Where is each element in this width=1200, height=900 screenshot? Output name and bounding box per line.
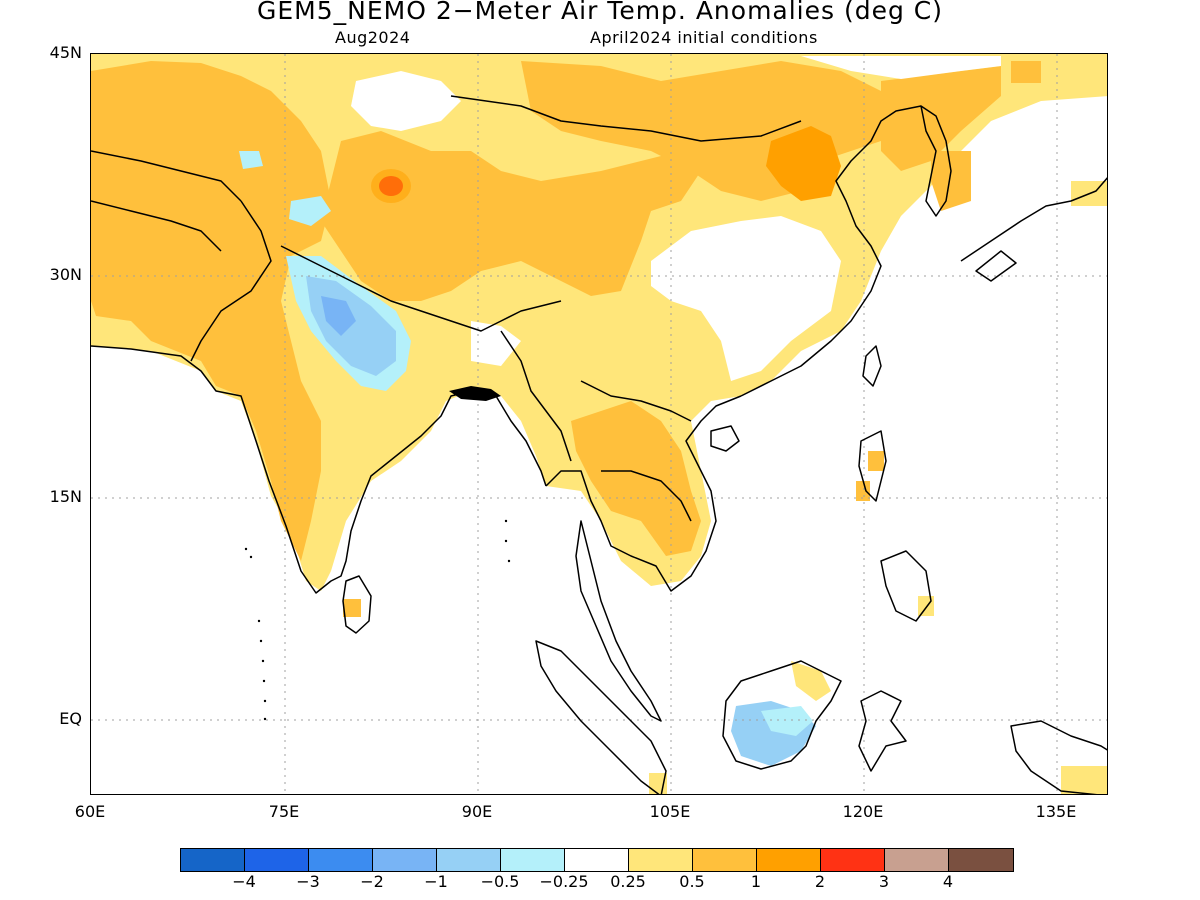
anomaly-patch-newguinea bbox=[1061, 766, 1107, 794]
anomaly-region-dark-orange bbox=[766, 126, 841, 201]
anomaly-region-white-northeast bbox=[801, 56, 1001, 79]
colorbar-label: −0.25 bbox=[539, 872, 589, 891]
colorbar-cell bbox=[757, 849, 821, 871]
lat-label-15n: 15N bbox=[49, 487, 82, 506]
colorbar-cell bbox=[501, 849, 565, 871]
colorbar-label: 4 bbox=[942, 872, 954, 891]
anomaly-region-white-central bbox=[351, 71, 461, 131]
coast-borneo bbox=[722, 660, 842, 770]
colorbar bbox=[180, 848, 1014, 872]
anomaly-map bbox=[90, 53, 1108, 795]
coast-malay bbox=[575, 520, 662, 722]
anomaly-region-light-blue-pamir bbox=[239, 151, 263, 169]
coast-korea bbox=[920, 105, 952, 217]
coast-sumatra bbox=[535, 640, 667, 794]
anomaly-patch-mindanao bbox=[918, 596, 934, 616]
lon-label-120e: 120E bbox=[842, 802, 884, 821]
anomaly-region-blue-india bbox=[321, 296, 356, 336]
colorbar-label: 0.25 bbox=[610, 872, 646, 891]
colorbar-label: 1 bbox=[750, 872, 762, 891]
border-central-asia bbox=[91, 150, 242, 202]
colorbar-cell bbox=[245, 849, 309, 871]
colorbar-label: −3 bbox=[296, 872, 320, 891]
colorbar-label: 3 bbox=[878, 872, 890, 891]
coast-japan-2 bbox=[975, 250, 1017, 282]
colorbar-label: 2 bbox=[814, 872, 826, 891]
lon-label-105e: 105E bbox=[649, 802, 691, 821]
coast-china bbox=[740, 105, 922, 397]
anomaly-region-white-china bbox=[651, 216, 841, 381]
anomaly-map-svg bbox=[91, 54, 1107, 794]
anomaly-patch-philippines-1 bbox=[868, 451, 884, 471]
lon-label-90e: 90E bbox=[461, 802, 493, 821]
coast-hainan bbox=[710, 425, 740, 452]
delta-bangladesh bbox=[449, 386, 501, 401]
anomaly-region-orange-east bbox=[881, 66, 1001, 171]
lon-label-75e: 75E bbox=[268, 802, 300, 821]
border-china-mongolia bbox=[450, 95, 802, 142]
colorbar-cell bbox=[373, 849, 437, 871]
colorbar-cell bbox=[885, 849, 949, 871]
anomaly-region-orange-tibet bbox=[321, 131, 701, 301]
coast-japan bbox=[960, 177, 1107, 262]
colorbar-cell bbox=[821, 849, 885, 871]
colorbar-cell bbox=[949, 849, 1013, 871]
colorbar-label: −1 bbox=[424, 872, 448, 891]
colorbar-cell bbox=[565, 849, 629, 871]
border-thai-cambodia bbox=[601, 470, 692, 522]
anomaly-region-orange-mongolia bbox=[931, 151, 971, 211]
colorbar-cell bbox=[437, 849, 501, 871]
border-pakistan bbox=[190, 200, 272, 362]
anomaly-patch-philippines-2 bbox=[856, 481, 870, 501]
coast-taiwan bbox=[862, 345, 882, 387]
anomaly-region-orange-west bbox=[91, 61, 331, 561]
coast-srilanka bbox=[342, 575, 372, 634]
anomaly-region-light-blue-borneo bbox=[761, 706, 813, 736]
anomaly-region-orange-indochina bbox=[571, 401, 701, 556]
island-dots bbox=[244, 519, 511, 721]
coast-philippines-luzon bbox=[858, 430, 887, 502]
lat-label-eq: EQ bbox=[59, 709, 82, 728]
forecast-month: Aug2024 bbox=[335, 28, 411, 47]
colorbar-cell bbox=[181, 849, 245, 871]
border-myanmar bbox=[500, 330, 572, 462]
lon-label-135e: 135E bbox=[1035, 802, 1077, 821]
colorbar-cell bbox=[629, 849, 693, 871]
anomaly-region-white-bengal bbox=[471, 321, 521, 366]
initial-conditions: April2024 initial conditions bbox=[590, 28, 818, 47]
border-laos bbox=[580, 380, 692, 422]
anomaly-patch-srilanka bbox=[343, 599, 361, 617]
anomaly-patch-honshu bbox=[1011, 61, 1041, 83]
colorbar-cell bbox=[309, 849, 373, 871]
coast-philippines-mindanao bbox=[880, 550, 932, 622]
coast-indochina bbox=[545, 395, 742, 592]
coast-sulawesi bbox=[858, 690, 907, 772]
lat-label-30n: 30N bbox=[49, 265, 82, 284]
colorbar-label: −4 bbox=[232, 872, 256, 891]
colorbar-label: −0.5 bbox=[480, 872, 520, 891]
map-title: GEM5_NEMO 2−Meter Air Temp. Anomalies (d… bbox=[256, 0, 944, 25]
anomaly-region-light-blue-kashmir bbox=[289, 196, 331, 226]
lon-label-60e: 60E bbox=[74, 802, 106, 821]
coast-newguinea bbox=[1010, 720, 1107, 794]
anomaly-shading bbox=[91, 54, 1107, 794]
colorbar-cell bbox=[693, 849, 757, 871]
colorbar-label: −2 bbox=[360, 872, 384, 891]
border-himalaya bbox=[280, 245, 562, 332]
lat-label-45n: 45N bbox=[49, 43, 82, 62]
anomaly-region-dark-orange-spot bbox=[371, 169, 411, 203]
border-afghan bbox=[91, 200, 222, 252]
colorbar-label: 0.5 bbox=[679, 872, 705, 891]
